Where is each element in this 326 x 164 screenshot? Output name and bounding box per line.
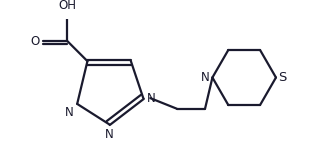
Text: N: N bbox=[201, 71, 210, 84]
Text: O: O bbox=[31, 35, 40, 48]
Text: OH: OH bbox=[58, 0, 77, 12]
Text: S: S bbox=[279, 71, 287, 84]
Text: N: N bbox=[147, 92, 156, 105]
Text: N: N bbox=[105, 128, 113, 141]
Text: N: N bbox=[65, 106, 74, 119]
